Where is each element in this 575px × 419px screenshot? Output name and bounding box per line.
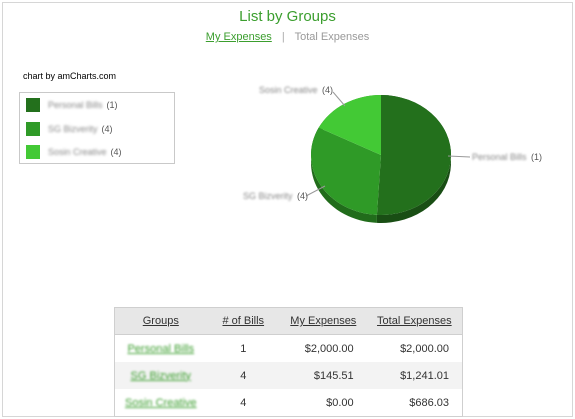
pie-label-lines xyxy=(305,91,471,197)
pie-slice[interactable] xyxy=(310,127,381,215)
pie-slice[interactable] xyxy=(376,95,451,215)
legend-count: (4) xyxy=(101,124,113,134)
legend-label: Sosin Creative xyxy=(48,147,107,157)
my-expenses-cell: $2,000.00 xyxy=(304,342,354,355)
table-row: Personal Bills 1 $2,000.00 $2,000.00 xyxy=(115,335,462,363)
tab-my-expenses[interactable]: My Expenses xyxy=(205,31,272,43)
group-link[interactable]: SG Bizverity xyxy=(130,369,192,382)
legend-swatch xyxy=(26,145,40,159)
table-row: Sosin Creative 4 $0.00 $686.03 xyxy=(115,389,462,416)
legend-item[interactable]: Personal Bills (1) xyxy=(26,98,118,112)
my-expenses-cell: $145.51 xyxy=(279,362,367,389)
total-expenses-cell: $686.03 xyxy=(409,396,449,409)
view-tabs: My Expenses | Total Expenses xyxy=(0,31,575,43)
total-expenses-cell: $2,000.00 xyxy=(400,342,449,355)
column-header-total-expenses[interactable]: Total Expenses xyxy=(377,315,452,327)
page-title: List by Groups xyxy=(239,8,336,25)
group-link[interactable]: Sosin Creative xyxy=(125,396,197,409)
label-leader-line xyxy=(305,185,326,197)
bills-cell: 1 xyxy=(240,342,247,355)
pie-slice[interactable] xyxy=(318,95,381,155)
pie-slice-side xyxy=(310,127,377,223)
group-link[interactable]: Personal Bills xyxy=(127,342,195,355)
table-header-row: Groups # of Bills My Expenses Total Expe… xyxy=(115,308,462,335)
bills-cell: 4 xyxy=(240,396,247,409)
groups-table: Groups # of Bills My Expenses Total Expe… xyxy=(114,307,463,417)
tab-separator: | xyxy=(281,31,285,43)
column-header-bills[interactable]: # of Bills xyxy=(222,315,265,327)
legend-item[interactable]: SG Bizverity (4) xyxy=(26,122,113,136)
column-header-my-expenses[interactable]: My Expenses xyxy=(290,315,357,327)
chart-credit[interactable]: chart by amCharts.com xyxy=(23,71,117,81)
table-row: SG Bizverity 4 $145.51 $1,241.01 xyxy=(115,362,462,389)
tab-total-expenses[interactable]: Total Expenses xyxy=(294,31,370,43)
pie-label: Sosin Creative (4) xyxy=(259,85,333,95)
legend-swatch xyxy=(26,122,40,136)
total-expenses-cell: $1,241.01 xyxy=(366,362,462,389)
legend-count: (1) xyxy=(106,100,118,110)
legend-item[interactable]: Sosin Creative (4) xyxy=(26,145,122,159)
chart-legend: Personal Bills (1) SG Bizverity (4) Sosi… xyxy=(19,92,175,164)
column-header-groups[interactable]: Groups xyxy=(142,315,179,327)
pie-label: Personal Bills (1) xyxy=(472,152,542,162)
legend-swatch xyxy=(26,98,40,112)
legend-label: Personal Bills xyxy=(48,100,103,110)
pie-chart: Sosin Creative (4) Personal Bills (1) SG… xyxy=(243,85,542,223)
label-leader-line xyxy=(332,91,346,107)
legend-count: (4) xyxy=(110,147,122,157)
my-expenses-cell: $0.00 xyxy=(326,396,354,409)
bills-cell: 4 xyxy=(206,362,280,389)
pie-label: SG Bizverity (4) xyxy=(243,191,308,201)
label-leader-line xyxy=(447,155,471,158)
legend-label: SG Bizverity xyxy=(48,124,98,134)
